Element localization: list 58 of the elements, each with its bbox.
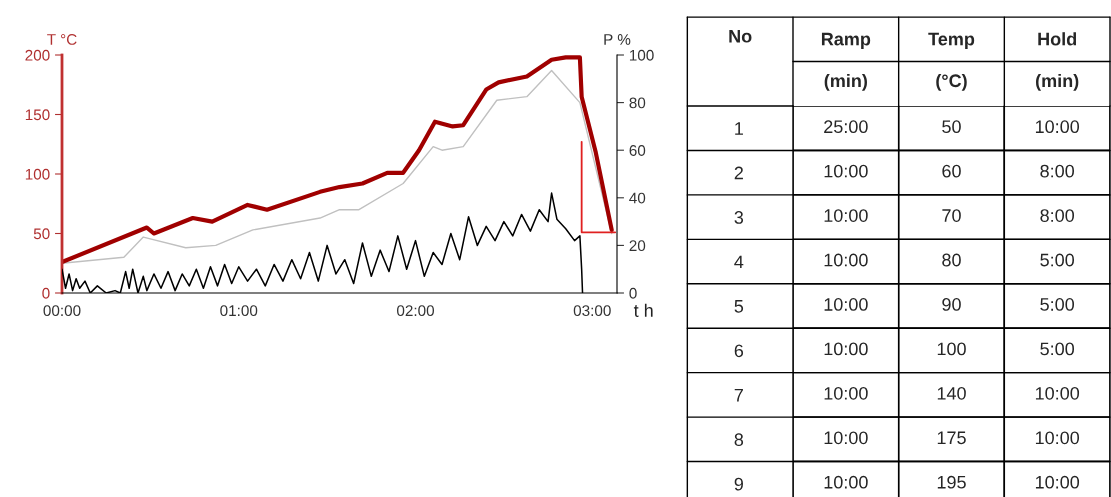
y-tick-label: 7 [734,389,743,402]
y2-tick-label: 80 [629,97,646,109]
y-tick-label: 9 [734,477,743,491]
y-tick-label: 1 [735,122,743,135]
y-tick-label: 150 [25,109,50,121]
x-tick-label: 00:00 [43,305,81,317]
y-tick-label: 200 [25,49,50,61]
text: 90 [942,298,961,311]
y2-tick-label: 40 [629,192,646,204]
y-tick-label: 8 [734,433,744,447]
y-tick-label: 5 [734,300,744,313]
text: 10:00 [824,386,868,400]
y-axis-title: No [729,30,752,43]
y-tick-label: 3 [734,211,744,224]
text: 10:00 [1035,475,1080,489]
x-tick-label: 01:00 [220,305,258,317]
y-tick-label: 0 [42,287,50,299]
y-tick-label: 4 [734,255,744,269]
text: 10:00 [1035,386,1080,400]
y2-axis-title: P % [604,34,631,45]
text: 5:00 [1040,253,1075,267]
y-tick-label: 6 [734,344,744,358]
text: 8:00 [1040,209,1075,222]
text: 50 [942,120,961,134]
y-tick-label: 100 [25,168,50,180]
text: 175 [937,431,966,445]
text: 10:00 [1035,120,1080,134]
text: 70 [942,209,961,222]
text: 140 [937,386,966,400]
y-tick-label: 50 [33,228,50,240]
y2-tick-label: 60 [629,145,646,156]
category-label: Hold (min) [1036,32,1079,91]
text: 5:00 [1040,298,1075,311]
category-label: Temp (°C) [928,32,975,91]
text: 25:00 [824,120,868,134]
text: 10:00 [824,164,868,178]
x-axis-title: t h [633,303,653,317]
x-tick-label: 03:00 [573,305,611,317]
text: 10:00 [824,431,868,445]
text: 10:00 [824,253,868,267]
text: 10:00 [824,342,868,356]
text: 5:00 [1040,342,1075,356]
text: 195 [937,475,966,489]
text: 80 [942,253,961,267]
text: 10:00 [824,209,868,222]
text: 10:00 [824,298,868,311]
text: 100 [937,342,966,356]
y2-tick-label: 20 [629,240,646,252]
text: 10:00 [824,475,868,489]
y2-tick-label: 0 [629,287,637,299]
y2-tick-label: 100 [629,49,654,61]
text: 60 [942,164,961,178]
text: 8:00 [1040,164,1075,178]
y-tick-label: 2 [734,166,743,180]
category-label: Ramp (min) [821,32,871,91]
y-axis-title: T °C [47,34,77,45]
x-tick-label: 02:00 [396,305,435,317]
text: 10:00 [1035,431,1080,445]
